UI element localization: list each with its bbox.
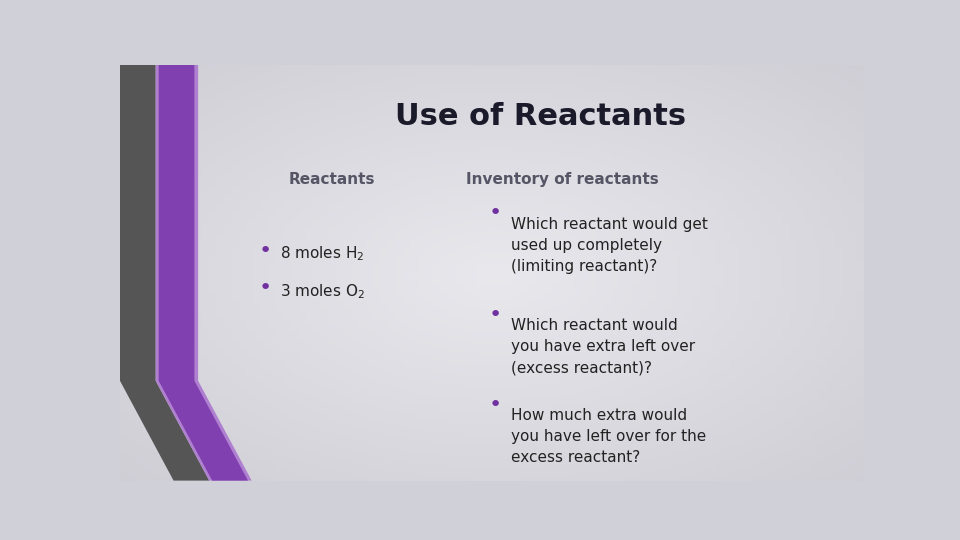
Polygon shape <box>156 65 252 481</box>
Text: Which reactant would
you have extra left over
(excess reactant)?: Which reactant would you have extra left… <box>511 319 695 375</box>
Text: •: • <box>258 278 272 298</box>
Text: How much extra would
you have left over for the
excess reactant?: How much extra would you have left over … <box>511 408 706 465</box>
Polygon shape <box>158 65 248 481</box>
Text: •: • <box>258 241 272 261</box>
Text: Reactants: Reactants <box>289 172 375 187</box>
Text: •: • <box>489 395 502 415</box>
Text: •: • <box>489 203 502 223</box>
Text: 3 moles O$_2$: 3 moles O$_2$ <box>280 282 365 301</box>
Text: Inventory of reactants: Inventory of reactants <box>467 172 660 187</box>
Text: •: • <box>489 305 502 325</box>
Text: 8 moles H$_2$: 8 moles H$_2$ <box>280 245 365 264</box>
Text: Use of Reactants: Use of Reactants <box>395 102 686 131</box>
Text: Which reactant would get
used up completely
(limiting reactant)?: Which reactant would get used up complet… <box>511 217 708 274</box>
Polygon shape <box>120 65 209 481</box>
